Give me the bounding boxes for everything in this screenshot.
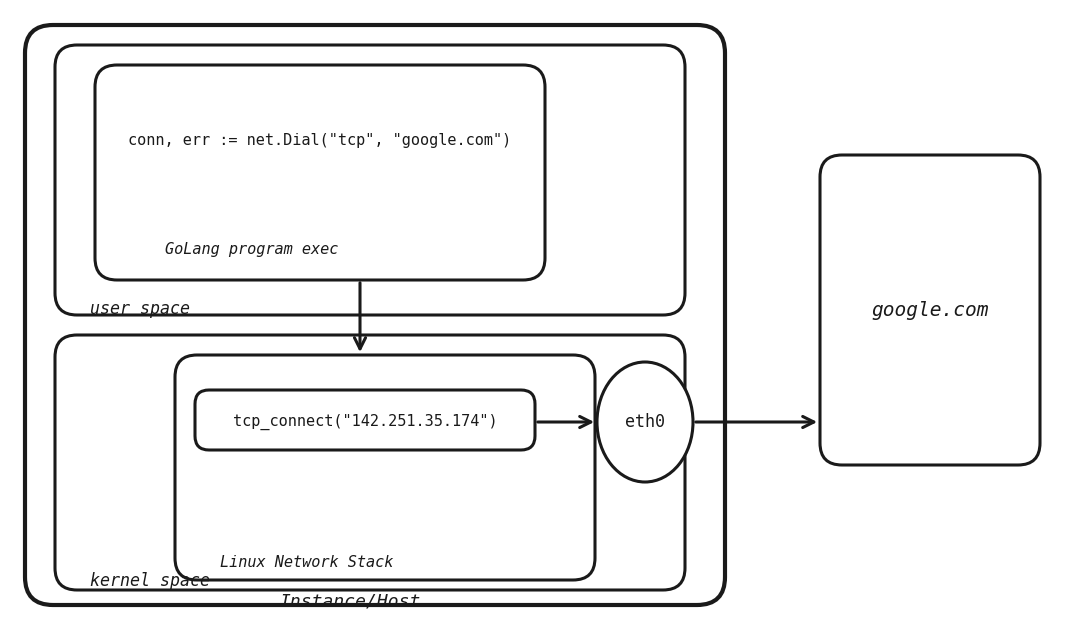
Ellipse shape bbox=[597, 362, 693, 482]
Text: google.com: google.com bbox=[871, 300, 989, 319]
Text: conn, err := net.Dial("tcp", "google.com"): conn, err := net.Dial("tcp", "google.com… bbox=[128, 133, 512, 148]
Text: GoLang program exec: GoLang program exec bbox=[164, 242, 339, 257]
Text: eth0: eth0 bbox=[625, 413, 665, 431]
FancyBboxPatch shape bbox=[95, 65, 545, 280]
FancyBboxPatch shape bbox=[195, 390, 535, 450]
FancyBboxPatch shape bbox=[55, 335, 685, 590]
Text: Instance/Host: Instance/Host bbox=[280, 592, 420, 610]
Text: Linux Network Stack: Linux Network Stack bbox=[220, 555, 393, 570]
FancyBboxPatch shape bbox=[175, 355, 594, 580]
Text: tcp_connect("142.251.35.174"): tcp_connect("142.251.35.174") bbox=[232, 414, 498, 430]
FancyBboxPatch shape bbox=[820, 155, 1040, 465]
FancyBboxPatch shape bbox=[55, 45, 685, 315]
Text: kernel space: kernel space bbox=[90, 572, 210, 590]
FancyBboxPatch shape bbox=[25, 25, 725, 605]
Text: user space: user space bbox=[90, 300, 190, 318]
